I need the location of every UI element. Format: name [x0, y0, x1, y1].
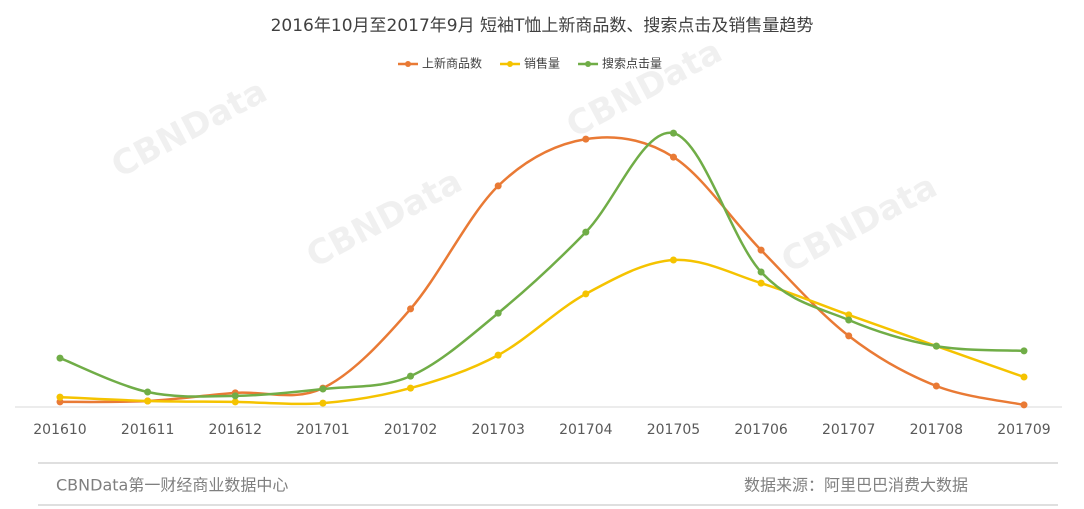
data-point: [669, 153, 677, 161]
x-tick-label: 201612: [209, 422, 262, 438]
data-point: [757, 268, 765, 276]
watermark: CBNData: [105, 71, 274, 186]
x-tick-label: 201706: [734, 422, 788, 438]
data-point: [231, 392, 239, 400]
data-point: [494, 309, 502, 317]
data-point: [494, 351, 502, 359]
legend-label: 上新商品数: [422, 56, 482, 71]
data-point: [845, 311, 853, 319]
data-point: [319, 399, 327, 407]
data-point: [56, 354, 64, 362]
footer-source-right: 数据来源：阿里巴巴消费大数据: [744, 476, 968, 495]
data-point: [845, 332, 853, 340]
data-point: [1020, 401, 1028, 409]
data-point: [669, 129, 677, 137]
footer-source-left: CBNData第一财经商业数据中心: [56, 476, 288, 495]
data-point: [582, 228, 590, 236]
data-point: [231, 398, 239, 406]
data-point: [1020, 373, 1028, 381]
x-tick-label: 201701: [296, 422, 349, 438]
x-tick-label: 201702: [384, 422, 437, 438]
legend-marker: [405, 61, 411, 67]
x-tick-label: 201709: [997, 422, 1050, 438]
data-point: [407, 384, 415, 392]
data-point: [932, 382, 940, 390]
x-tick-label: 201704: [559, 422, 613, 438]
x-tick-label: 201708: [910, 422, 963, 438]
chart-title: 2016年10月至2017年9月 短袖T恤上新商品数、搜索点击及销售量趋势: [271, 16, 814, 36]
x-tick-label: 201707: [822, 422, 875, 438]
data-point: [56, 393, 64, 401]
data-point: [932, 342, 940, 350]
data-point: [407, 372, 415, 380]
legend-label: 搜索点击量: [602, 56, 662, 71]
x-tick-label: 201703: [471, 422, 524, 438]
data-point: [56, 398, 64, 406]
series-line: [59, 136, 1025, 407]
data-point: [845, 316, 853, 324]
data-point: [669, 256, 677, 264]
data-point: [582, 135, 590, 143]
legend-label: 销售量: [524, 56, 560, 71]
data-point: [319, 385, 327, 393]
data-point: [1020, 347, 1028, 355]
data-point: [494, 182, 502, 190]
watermark: CBNData: [560, 31, 729, 146]
data-point: [144, 397, 152, 405]
x-tick-label: 201705: [647, 422, 700, 438]
x-tick-label: 201610: [33, 422, 86, 438]
data-point: [582, 290, 590, 298]
data-point: [757, 279, 765, 287]
watermark: CBNData: [300, 161, 469, 276]
legend-marker: [585, 61, 592, 67]
legend-marker: [507, 61, 514, 67]
watermark: CBNData: [775, 166, 944, 281]
data-point: [407, 305, 415, 313]
series-line: [59, 258, 1025, 406]
data-point: [144, 388, 152, 396]
data-point: [757, 246, 765, 254]
x-tick-label: 201611: [121, 422, 174, 438]
